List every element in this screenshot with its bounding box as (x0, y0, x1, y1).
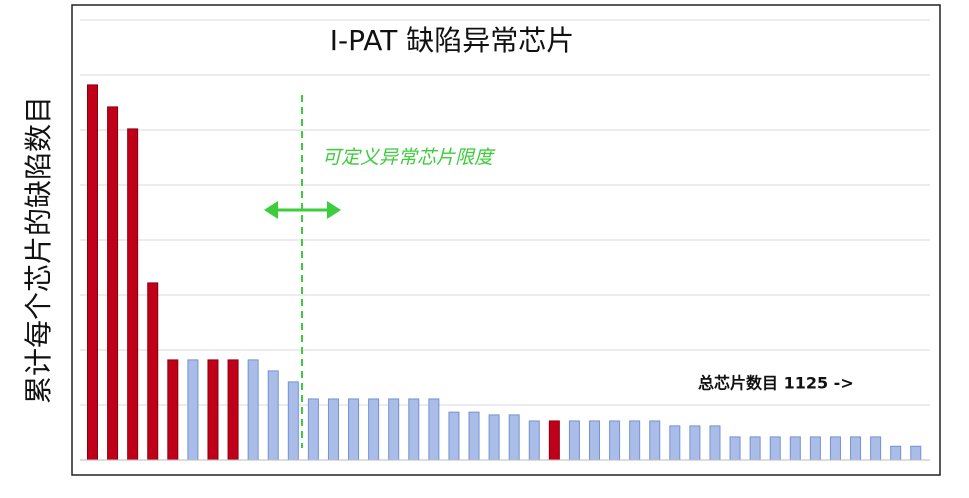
bar (568, 420, 580, 461)
bar (689, 425, 701, 461)
bar (528, 420, 540, 461)
bar (850, 436, 862, 461)
bar (87, 84, 98, 461)
bar (227, 359, 239, 461)
bar (488, 414, 500, 461)
bar (287, 381, 299, 461)
bar (368, 398, 380, 461)
bar (809, 436, 821, 461)
bar (749, 436, 761, 461)
bar (729, 436, 741, 461)
bar (107, 106, 119, 461)
bar (589, 420, 600, 461)
bar (127, 128, 139, 461)
threshold-arrow (264, 201, 341, 219)
bar (388, 398, 400, 461)
bar (609, 420, 621, 461)
bar (247, 359, 259, 461)
bar (408, 398, 420, 461)
bar (187, 359, 199, 461)
bar (910, 445, 922, 461)
bar (709, 425, 721, 461)
bar (769, 436, 781, 461)
bar (548, 420, 560, 461)
bar (629, 420, 641, 461)
bar (669, 425, 681, 461)
bar (870, 436, 882, 461)
bar (147, 282, 159, 461)
bar (307, 398, 319, 461)
bar (789, 436, 801, 461)
bar (428, 398, 440, 461)
bar (448, 411, 460, 461)
bar (348, 398, 360, 461)
bar (327, 398, 339, 461)
bar (829, 436, 841, 461)
y-axis-label: 累计每个芯片的缺陷数目 (22, 96, 55, 404)
grid (80, 19, 930, 406)
bar (468, 411, 480, 461)
bar (167, 359, 179, 461)
bar (649, 420, 661, 461)
bar (508, 414, 520, 461)
bar (267, 370, 279, 461)
threshold-annotation: 可定义异常芯片限度 (322, 147, 496, 169)
total-annotation: 总芯片数目 1125 -> (698, 374, 854, 393)
bar (207, 359, 219, 461)
chart-title: I-PAT 缺陷异常芯片 (330, 24, 574, 57)
bar (890, 445, 902, 461)
